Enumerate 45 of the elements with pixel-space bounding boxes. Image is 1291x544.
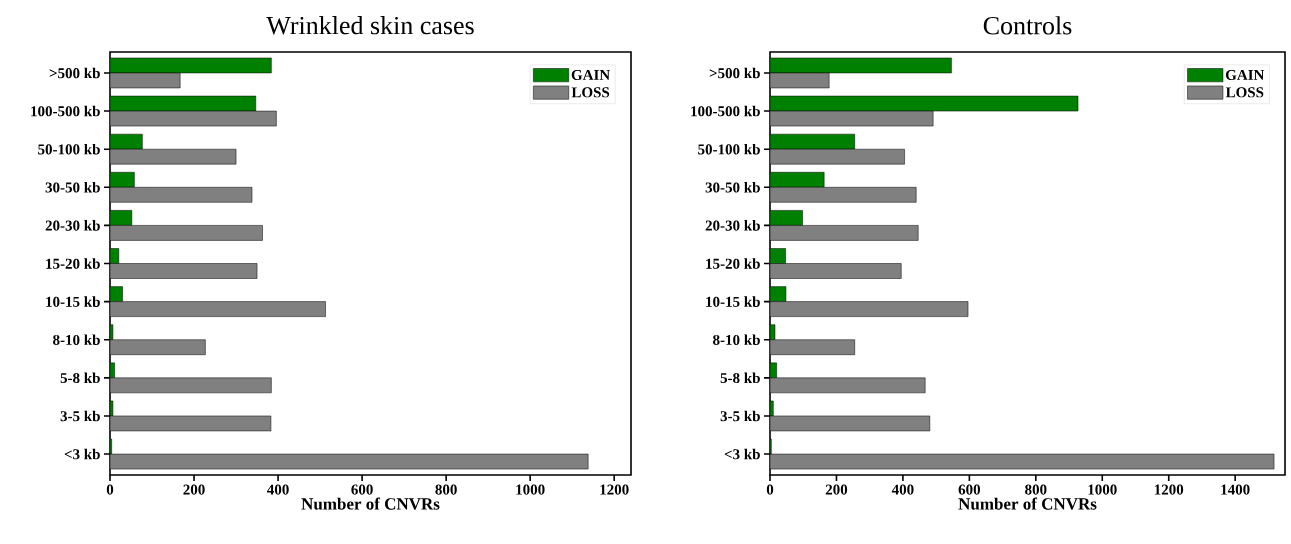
- y-tick-label: 20-30 kb: [705, 220, 760, 231]
- x-tick-label: 1000: [1088, 484, 1117, 495]
- y-tick-label: >500 kb: [709, 67, 760, 79]
- y-tick-label: 5-8 kb: [60, 372, 100, 384]
- x-tick-label: 1400: [1221, 484, 1250, 495]
- x-tick-label: 600: [958, 484, 981, 495]
- y-tick-label: 8-10 kb: [713, 334, 760, 345]
- x-axis-title: Number of CNVRs: [958, 497, 1097, 510]
- y-tick-label: 20-30 kb: [45, 220, 100, 231]
- x-tick-label: 0: [766, 484, 774, 495]
- y-tick-label: 30-50 kb: [45, 182, 100, 193]
- y-tick-label: 5-8 kb: [720, 372, 760, 384]
- x-tick-label: 1000: [516, 484, 545, 495]
- x-tick-label: 400: [891, 484, 914, 495]
- y-tick-label: 10-15 kb: [706, 296, 760, 307]
- y-tick-label: 15-20 kb: [46, 258, 100, 269]
- y-tick-label: <3 kb: [724, 448, 760, 460]
- legend-label: LOSS: [571, 87, 610, 98]
- y-tick-label: 3-5 kb: [720, 410, 760, 422]
- chart-title: Wrinkled skin cases: [266, 16, 474, 35]
- y-tick-label: 100-500 kb: [691, 105, 760, 117]
- legend-label: GAIN: [571, 69, 610, 80]
- x-tick-label: 400: [267, 484, 289, 495]
- y-tick-label: 50-100 kb: [38, 143, 100, 155]
- x-tick-label: 1200: [1154, 484, 1184, 495]
- legend-label: LOSS: [1225, 87, 1264, 98]
- x-tick-label: 800: [1025, 484, 1047, 495]
- x-tick-label: 200: [825, 484, 848, 495]
- y-tick-label: 3-5 kb: [60, 410, 100, 422]
- x-axis-title: Number of CNVRs: [301, 497, 440, 510]
- x-tick-label: 1200: [600, 484, 629, 495]
- y-tick-label: 8-10 kb: [53, 334, 100, 345]
- x-tick-label: 0: [106, 484, 114, 495]
- y-tick-label: 100-500 kb: [31, 105, 100, 117]
- y-tick-label: 15-20 kb: [706, 258, 760, 269]
- y-tick-label: >500 kb: [49, 67, 100, 79]
- legend-label: GAIN: [1225, 69, 1265, 80]
- y-tick-label: <3 kb: [64, 448, 100, 460]
- y-tick-label: 30-50 kb: [705, 182, 760, 193]
- x-tick-label: 800: [435, 484, 457, 495]
- x-tick-label: 200: [183, 484, 205, 495]
- y-tick-label: 10-15 kb: [46, 296, 100, 307]
- chart-title: Controls: [983, 16, 1072, 35]
- x-tick-label: 600: [351, 484, 373, 495]
- y-tick-label: 50-100 kb: [698, 143, 760, 155]
